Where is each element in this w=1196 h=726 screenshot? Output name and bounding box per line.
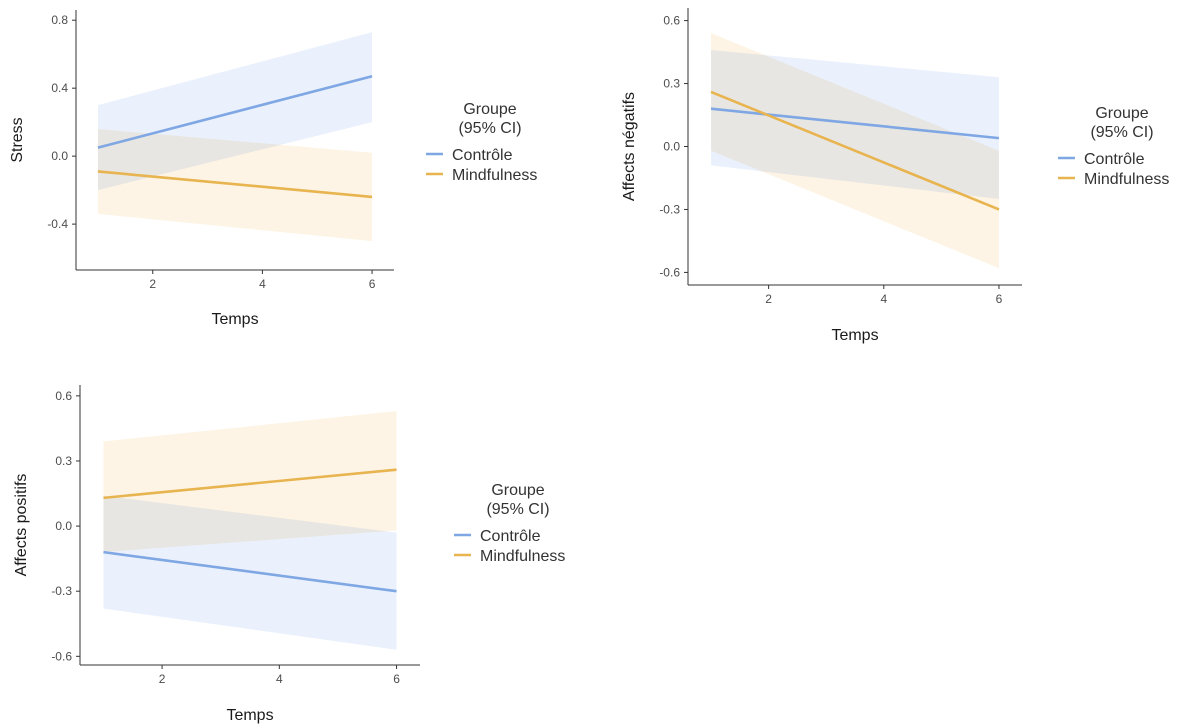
legend-label: Mindfulness <box>1084 171 1169 188</box>
x-tick-label: 2 <box>765 292 772 306</box>
x-tick-label: 6 <box>996 292 1003 306</box>
y-tick-label: 0.0 <box>55 519 72 533</box>
x-tick-label: 4 <box>880 292 887 306</box>
y-tick-label: 0.6 <box>663 14 680 28</box>
chart-panel-1: -0.4 0.0 0.4 0.8 2 4 6 Temps Stress Groupe (95% CI… <box>9 10 537 328</box>
legend-label: Mindfulness <box>480 548 565 565</box>
series-line-controle <box>97 75 373 149</box>
series-line-controle <box>103 550 397 593</box>
y-tick-label: 0.0 <box>51 149 68 163</box>
legend: Groupe (95% CI) Contrôle Mindfulness <box>1058 105 1169 188</box>
x-tick-label: 4 <box>276 672 283 686</box>
y-tick-label: -0.3 <box>51 584 72 598</box>
legend-label: Contrôle <box>480 528 541 545</box>
y-tick-label: 0.0 <box>663 140 680 154</box>
y-tick-label: -0.6 <box>659 265 680 279</box>
ci-band-mindfulness <box>103 411 397 553</box>
series-line-mindfulness <box>103 468 397 500</box>
x-axis-title: Temps <box>226 707 273 724</box>
legend-label: Contrôle <box>1084 151 1145 168</box>
x-tick-label: 2 <box>159 672 166 686</box>
legend-title: Groupe <box>463 101 516 118</box>
legend-title: Groupe <box>1095 105 1148 122</box>
y-tick-label: 0.3 <box>55 454 72 468</box>
y-tick-label: 0.3 <box>663 77 680 91</box>
legend-subtitle: (95% CI) <box>458 120 521 137</box>
y-tick-label: 0.6 <box>55 389 72 403</box>
y-axis-title: Stress <box>9 117 26 162</box>
y-axis-title: Affects positifs <box>13 474 30 577</box>
legend-subtitle: (95% CI) <box>1090 124 1153 141</box>
chart-panel-3: -0.6 -0.3 0.0 0.3 0.6 2 4 6 Temps Affects positif… <box>13 385 565 724</box>
legend: Groupe (95% CI) Contrôle Mindfulness <box>426 101 537 184</box>
legend-title: Groupe <box>491 482 544 499</box>
series-line-mindfulness <box>710 90 1000 211</box>
y-tick-label: -0.3 <box>659 202 680 216</box>
y-tick-label: 0.8 <box>51 13 68 27</box>
y-tick-label: -0.4 <box>47 217 68 231</box>
y-tick-label: 0.4 <box>51 81 68 95</box>
series-line-controle <box>710 107 1000 140</box>
x-tick-label: 4 <box>259 277 266 291</box>
x-tick-label: 6 <box>369 277 376 291</box>
legend-label: Contrôle <box>452 147 513 164</box>
y-tick-label: -0.6 <box>51 649 72 663</box>
legend: Groupe (95% CI) Contrôle Mindfulness <box>454 482 565 565</box>
chart-panel-2: -0.6 -0.3 0.0 0.3 0.6 2 4 6 Temps Affects négatif… <box>621 8 1169 344</box>
x-tick-label: 6 <box>393 672 400 686</box>
y-axis-title: Affects négatifs <box>621 92 638 201</box>
x-axis-title: Temps <box>211 311 258 328</box>
series-line-mindfulness <box>97 170 373 199</box>
x-tick-label: 2 <box>149 277 156 291</box>
legend-label: Mindfulness <box>452 167 537 184</box>
x-axis-title: Temps <box>831 327 878 344</box>
legend-subtitle: (95% CI) <box>486 501 549 518</box>
